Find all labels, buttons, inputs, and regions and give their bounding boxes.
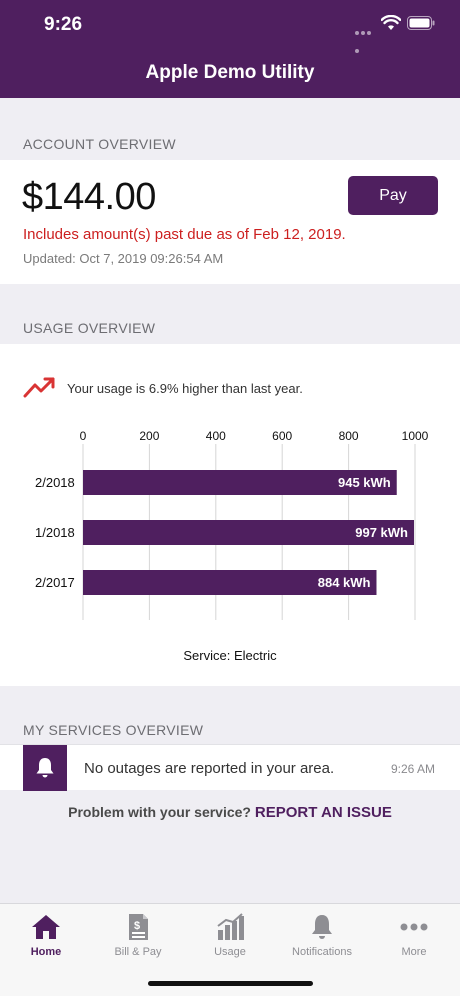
chart-bar bbox=[83, 520, 415, 545]
tab-usage[interactable]: Usage bbox=[184, 912, 276, 958]
usage-chart-icon bbox=[217, 913, 244, 940]
app-title: Apple Demo Utility bbox=[145, 62, 315, 83]
trend-up-icon bbox=[23, 377, 55, 398]
chart-tick-label: 1000 bbox=[402, 429, 429, 443]
chart-value-label: 997 kWh bbox=[355, 525, 408, 540]
bell-icon bbox=[312, 915, 332, 939]
report-issue-link[interactable]: REPORT AN ISSUE bbox=[254, 804, 392, 821]
usage-trend-text: Your usage is 6.9% higher than last year… bbox=[67, 381, 303, 396]
chart-category-label: 1/2018 bbox=[35, 525, 75, 540]
chart-tick-label: 400 bbox=[206, 429, 226, 443]
services-overview-heading: MY SERVICES OVERVIEW bbox=[23, 722, 204, 738]
bill-icon: $ bbox=[129, 914, 148, 940]
report-issue-line: Problem with your service? REPORT AN ISS… bbox=[0, 804, 460, 821]
outage-status-time: 9:26 AM bbox=[391, 762, 436, 776]
tab-home[interactable]: Home bbox=[0, 912, 92, 958]
tab-notifications[interactable]: Notifications bbox=[276, 912, 368, 958]
cellular-signal-icon bbox=[355, 22, 377, 53]
status-time: 9:26 bbox=[44, 14, 83, 35]
issue-prompt: Problem with your service? bbox=[68, 804, 251, 820]
outage-bell-badge bbox=[23, 745, 67, 791]
balance-amount: $144.00 bbox=[22, 176, 156, 218]
chart-bar bbox=[83, 570, 377, 595]
chart-category-label: 2/2017 bbox=[35, 575, 75, 590]
status-bar: 9:26 bbox=[0, 0, 460, 53]
chart-bar bbox=[83, 470, 397, 495]
updated-timestamp: Updated: Oct 7, 2019 09:26:54 AM bbox=[23, 251, 224, 266]
service-label: Service: Electric bbox=[183, 648, 277, 663]
usage-overview-card bbox=[0, 344, 460, 686]
chart-tick-label: 600 bbox=[272, 429, 292, 443]
usage-overview-heading: USAGE OVERVIEW bbox=[23, 320, 156, 336]
bell-icon bbox=[36, 758, 54, 778]
app-header: 9:26 Apple Demo Utility bbox=[0, 0, 460, 98]
outage-status-row[interactable]: No outages are reported in your area. 9:… bbox=[0, 744, 460, 791]
chart-category-label: 2/2018 bbox=[35, 475, 75, 490]
svg-text:$: $ bbox=[134, 920, 140, 932]
pay-button[interactable]: Pay bbox=[348, 176, 438, 215]
tab-bill-pay-label: Bill & Pay bbox=[114, 946, 162, 958]
battery-icon bbox=[407, 16, 435, 30]
tab-bar: Home $ Bill & Pay Usage Notifications bbox=[0, 903, 460, 996]
home-icon bbox=[32, 915, 60, 939]
chart-tick-label: 800 bbox=[339, 429, 359, 443]
tab-home-label: Home bbox=[30, 946, 62, 958]
home-indicator bbox=[148, 981, 313, 986]
wifi-icon bbox=[381, 15, 401, 30]
tab-bill-pay[interactable]: $ Bill & Pay bbox=[92, 912, 184, 958]
more-icon bbox=[400, 923, 428, 931]
chart-value-label: 945 kWh bbox=[338, 475, 391, 490]
outage-status-text: No outages are reported in your area. bbox=[84, 760, 335, 777]
usage-bar-chart: 0 200 400 600 800 1000 2/2018 945 kWh 1/2018 997 … bbox=[35, 429, 429, 620]
chart-tick-label: 0 bbox=[80, 429, 87, 443]
chart-value-label: 884 kWh bbox=[318, 575, 371, 590]
account-overview-heading: ACCOUNT OVERVIEW bbox=[23, 136, 176, 152]
tab-more-label: More bbox=[401, 946, 427, 958]
tab-notifications-label: Notifications bbox=[292, 946, 352, 958]
chart-tick-label: 200 bbox=[139, 429, 159, 443]
past-due-notice: Includes amount(s) past due as of Feb 12… bbox=[23, 226, 346, 243]
tab-usage-label: Usage bbox=[214, 946, 246, 958]
tab-more[interactable]: More bbox=[368, 912, 460, 958]
